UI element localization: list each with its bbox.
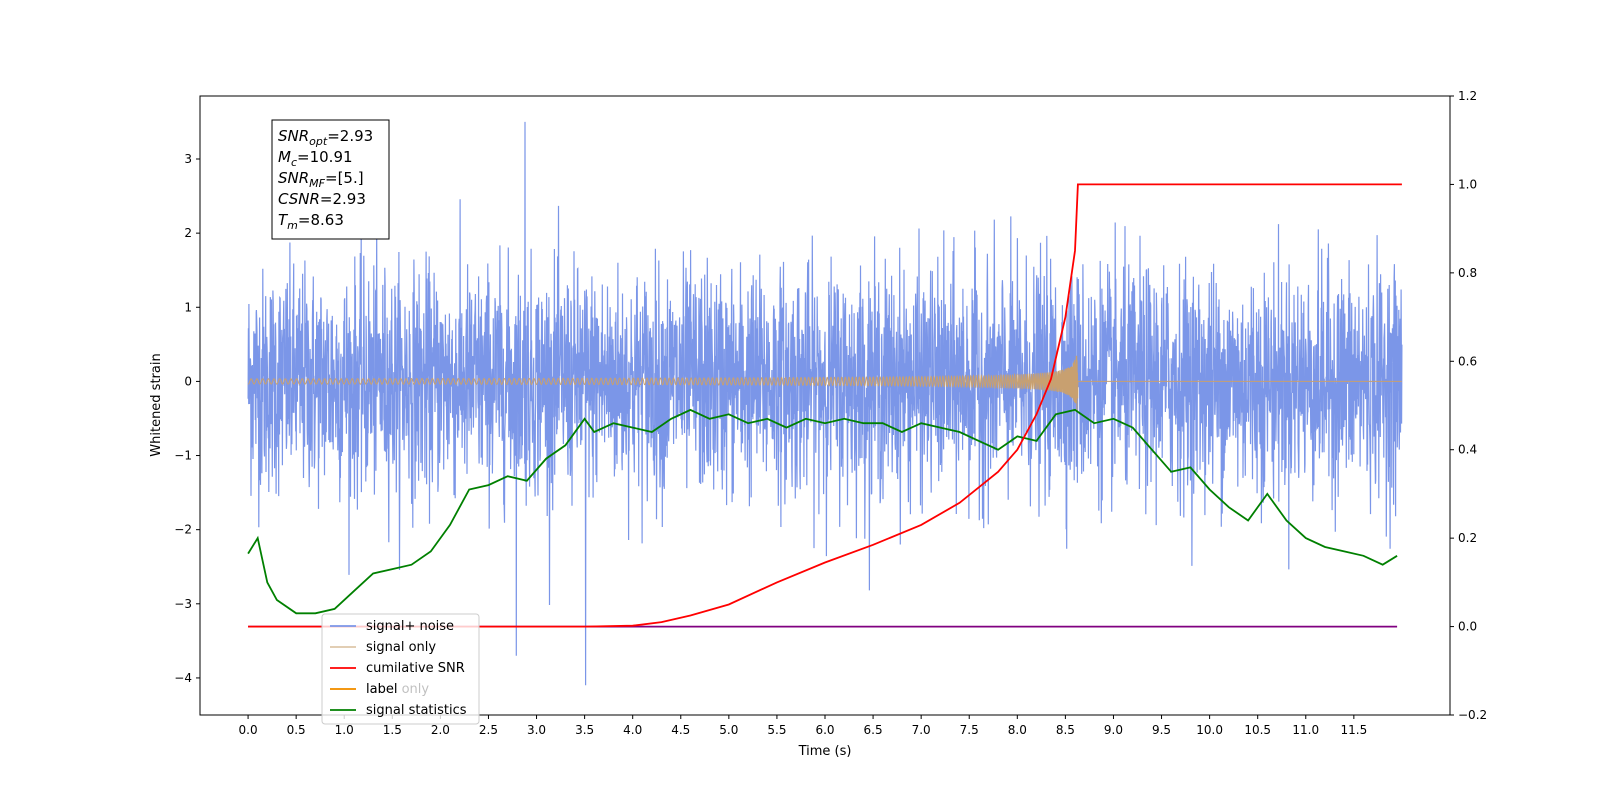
annotation-line: Tm=8.63 [278, 211, 344, 232]
x-axis: 0.0 0.5 1.0 1.5 2.0 2.5 3.0 3.5 4.0 4.5 5.0 5.5 6.0 6… [239, 715, 1367, 737]
x-tick-label: 0.0 [239, 723, 258, 737]
y-tick-label-left: 1 [184, 300, 192, 314]
legend-frame [321, 613, 480, 725]
y-tick-label-left: −3 [174, 597, 192, 611]
annotation-line: SNRMF=[5.] [278, 169, 364, 190]
legend-label: signal statistics [366, 703, 467, 718]
x-tick-label: 3.5 [575, 723, 594, 737]
series-signal-only [247, 355, 1402, 411]
y-tick-label-left: 3 [184, 152, 192, 166]
series-signal-statistics [247, 408, 1398, 615]
x-axis-label: Time (s) [798, 744, 852, 759]
legend: signal+ noise signal only cumilative SNR la… [321, 613, 480, 725]
x-tick-label: 11.5 [1340, 723, 1367, 737]
y-tick-label-right: 0.2 [1458, 531, 1477, 545]
y-tick-label-left: 0 [184, 374, 192, 388]
x-tick-label: 9.5 [1152, 723, 1171, 737]
x-tick-label: 8.0 [1008, 723, 1027, 737]
y-tick-label-left: 2 [184, 226, 192, 240]
y-tick-label-right: 0.4 [1458, 443, 1477, 457]
annotation-frame [271, 119, 390, 240]
x-tick-label: 6.5 [864, 723, 883, 737]
x-tick-label: 6.0 [815, 723, 834, 737]
series-cumilative-snr [248, 183, 1402, 628]
y-axis-label-left: Whitened strain [149, 353, 164, 456]
x-tick-label: 11.0 [1292, 723, 1319, 737]
x-tick-label: 9.0 [1104, 723, 1123, 737]
y-axis-left: −4 −3 −2 −1 0 1 2 3 [174, 152, 200, 685]
x-tick-label: 7.0 [912, 723, 931, 737]
x-tick-label: 1.5 [383, 723, 402, 737]
legend-label: label [366, 682, 397, 697]
x-tick-label: 2.0 [431, 723, 450, 737]
y-tick-label-right: 1.0 [1458, 177, 1477, 191]
y-tick-label-left: −4 [174, 671, 192, 685]
y-tick-label-right: 0.6 [1458, 354, 1477, 368]
x-tick-label: 4.0 [623, 723, 642, 737]
x-tick-label: 1.0 [335, 723, 354, 737]
x-tick-label: 8.5 [1056, 723, 1075, 737]
annotation-line: Mc=10.91 [278, 148, 353, 169]
y-tick-label-right: 0.0 [1458, 620, 1477, 634]
y-tick-label-right: −0.2 [1458, 708, 1487, 722]
x-tick-label: 3.0 [527, 723, 546, 737]
y-tick-label-right: 1.2 [1458, 89, 1477, 103]
x-tick-label: 0.5 [287, 723, 306, 737]
legend-label: signal+ noise [366, 619, 454, 634]
y-tick-label-left: −1 [174, 449, 192, 463]
legend-label: signal only [366, 640, 436, 655]
legend-label: cumilative SNR [366, 661, 465, 676]
x-tick-label: 5.0 [719, 723, 738, 737]
x-tick-label: 10.0 [1196, 723, 1223, 737]
y-tick-label-right: 0.8 [1458, 266, 1477, 280]
x-tick-label: 5.5 [767, 723, 786, 737]
annotation-line: SNRopt=2.93 [278, 127, 373, 148]
annotation-line: CSNR=2.93 [278, 190, 366, 208]
y-axis-right: −0.2 0.0 0.2 0.4 0.6 0.8 1.0 1.2 [1450, 89, 1487, 722]
x-tick-label: 2.5 [479, 723, 498, 737]
x-tick-label: 10.5 [1244, 723, 1271, 737]
series-signal-noise [247, 121, 1403, 686]
x-tick-label: 4.5 [671, 723, 690, 737]
x-tick-label: 7.5 [960, 723, 979, 737]
y-tick-label-left: −2 [174, 523, 192, 537]
legend-label: label only [366, 682, 429, 697]
